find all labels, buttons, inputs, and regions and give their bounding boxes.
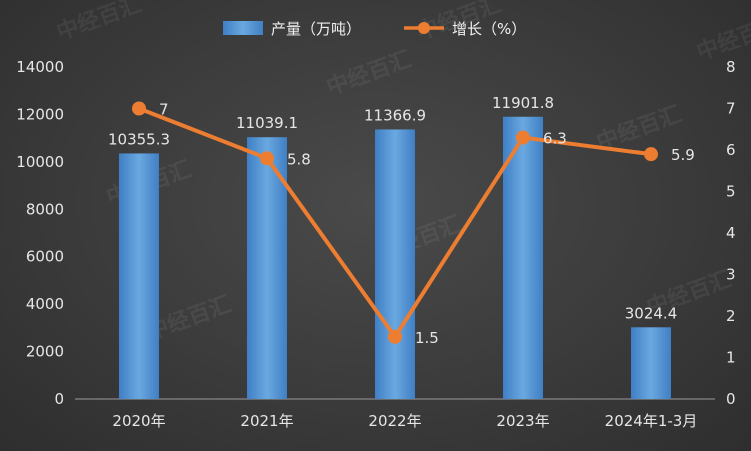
y-left-tick-label: 8000 xyxy=(26,200,64,218)
legend-label-line: 增长（%） xyxy=(452,20,526,38)
x-tick-label: 2024年1-3月 xyxy=(605,412,698,430)
bar xyxy=(503,116,543,399)
bar xyxy=(375,129,415,400)
y-right-tick-label: 3 xyxy=(726,266,736,284)
legend-swatch-bar xyxy=(223,21,263,35)
line-value-label: 5.9 xyxy=(671,146,695,164)
line-value-label: 5.8 xyxy=(287,150,311,168)
x-axis: 2020年 2021年 2022年 2023年 2024年1-3月 xyxy=(75,398,715,430)
y-right-tick-label: 1 xyxy=(726,349,736,367)
y-left-tick-label: 12000 xyxy=(16,105,64,123)
bar xyxy=(631,327,671,399)
bar-value-label: 11901.8 xyxy=(492,94,554,112)
line-value-label: 1.5 xyxy=(415,329,439,347)
watermark-text: 中经百汇 xyxy=(693,11,751,66)
y-right-tick-label: 7 xyxy=(726,100,736,118)
y-right-tick-label: 2 xyxy=(726,307,736,325)
y-left-tick-label: 14000 xyxy=(16,58,64,76)
y-right-tick-label: 8 xyxy=(726,58,736,76)
y-right-tick-label: 0 xyxy=(726,390,736,408)
y-axis-right: 0 1 2 3 4 5 6 7 8 xyxy=(726,58,736,408)
line-series xyxy=(132,101,658,344)
bar-value-label: 3024.4 xyxy=(625,304,678,322)
line-point xyxy=(260,151,274,166)
y-right-tick-label: 6 xyxy=(726,141,736,159)
y-axis-left: 0 2000 4000 6000 8000 10000 12000 14000 xyxy=(16,58,64,408)
legend-label-bar: 产量（万吨） xyxy=(271,20,361,38)
line-point xyxy=(132,101,146,116)
bar-value-label: 11366.9 xyxy=(364,106,426,124)
bar xyxy=(119,153,159,399)
x-tick-label: 2023年 xyxy=(496,412,549,430)
y-right-tick-label: 4 xyxy=(726,224,736,242)
line-point xyxy=(516,130,530,145)
bar-value-label: 11039.1 xyxy=(236,114,298,132)
data-labels: 10355.3 11039.1 11366.9 11901.8 3024.4 7 5.8 1.… xyxy=(108,94,695,347)
bar-value-label: 10355.3 xyxy=(108,130,170,148)
x-tick-label: 2022年 xyxy=(368,412,421,430)
y-left-tick-label: 10000 xyxy=(16,153,64,171)
line-point xyxy=(644,147,658,162)
bar xyxy=(247,137,287,399)
x-tick-label: 2021年 xyxy=(240,412,293,430)
y-left-tick-label: 2000 xyxy=(26,343,64,361)
bar-series xyxy=(119,116,671,400)
line-value-label: 6.3 xyxy=(543,130,567,148)
y-left-tick-label: 4000 xyxy=(26,295,64,313)
legend: 产量（万吨） 增长（%） xyxy=(223,20,526,38)
watermark-text: 中经百汇 xyxy=(323,46,415,101)
y-left-tick-label: 6000 xyxy=(26,248,64,266)
watermark-text: 中经百汇 xyxy=(53,0,145,46)
y-right-tick-label: 5 xyxy=(726,183,736,201)
y-left-tick-label: 0 xyxy=(54,390,64,408)
legend-marker-line xyxy=(418,22,430,34)
line-value-label: 7 xyxy=(159,101,169,119)
x-tick-label: 2020年 xyxy=(112,412,165,430)
line-point xyxy=(388,329,402,344)
